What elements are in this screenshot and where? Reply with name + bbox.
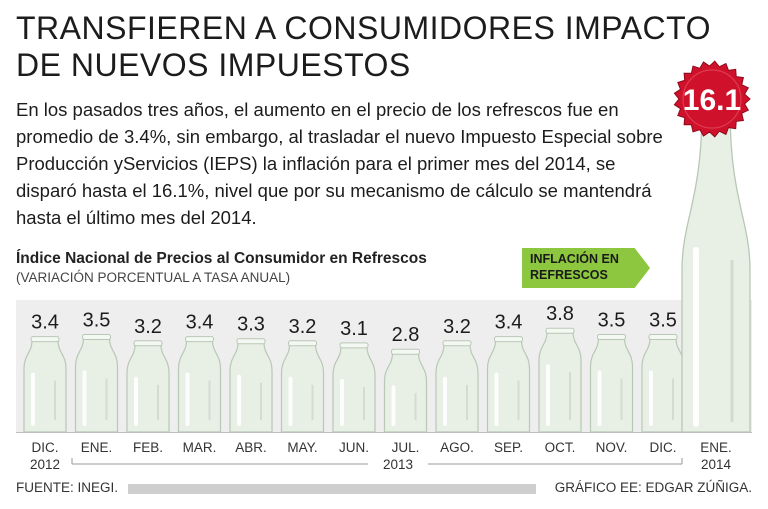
x-tick-label-8: JUL. (392, 440, 420, 455)
x-tick-label-5: ABR. (235, 440, 267, 455)
year-label-2012: 2012 (30, 457, 60, 472)
x-tick-label-12: NOV. (596, 440, 628, 455)
bottle-lip (339, 342, 369, 349)
value-label-1: 3.4 (31, 312, 59, 334)
value-label-12: 3.5 (598, 310, 626, 332)
source-note: FUENTE: INEGI. (16, 480, 119, 495)
x-tick-label-3: FEB. (133, 440, 163, 455)
bottle-shape (23, 340, 67, 433)
value-label-10: 3.4 (495, 312, 523, 334)
bottle-lip (597, 334, 626, 340)
value-label-14: 16.1 (683, 84, 741, 117)
bottle-shape (538, 331, 582, 433)
value-label-3: 3.2 (134, 316, 162, 338)
bottle-shape (177, 340, 222, 433)
bottle-6 (280, 340, 325, 433)
x-tick-label-14: ENE. (700, 440, 732, 455)
chart-title: Índice Nacional de Precios al Consumidor… (16, 250, 427, 267)
value-label-5: 3.3 (237, 314, 265, 336)
bottle-lip (133, 340, 163, 347)
headline: TRANSFIEREN A CONSUMIDORES IMPACTO DE NU… (16, 10, 712, 83)
bottle-lip (545, 327, 575, 334)
bottle-shape (280, 344, 325, 433)
bottle-7 (332, 342, 376, 433)
bottle-13 (641, 334, 685, 433)
bottle-highlighted (673, 60, 751, 433)
bottle-lip (494, 336, 523, 343)
x-tick-label-10: SEP. (494, 440, 523, 455)
year-label-2013: 2013 (383, 457, 413, 472)
intro-paragraph: En los pasados tres años, el aumento en … (16, 99, 663, 228)
x-tick-label-11: OCT. (545, 440, 576, 455)
value-label-8: 2.8 (392, 324, 420, 346)
bottle-shape (486, 340, 531, 433)
x-tick-label-6: MAY. (287, 440, 317, 455)
bottle-lip (30, 336, 60, 343)
bottle-4 (177, 336, 222, 433)
bottle-1 (23, 336, 67, 433)
value-label-7: 3.1 (340, 318, 368, 340)
value-label-2: 3.5 (83, 310, 111, 332)
bottle-shape (589, 337, 634, 433)
bottle-shape (74, 337, 119, 433)
bottle-lip (648, 334, 678, 340)
x-tick-label-1: DIC. (32, 440, 59, 455)
bottle-3 (126, 340, 170, 433)
bottle-9 (435, 340, 479, 433)
graphic-credit: GRÁFICO EE: EDGAR ZÚÑIGA. (554, 480, 752, 495)
x-tick-label-4: MAR. (183, 440, 217, 455)
x-tick-label-13: DIC. (650, 440, 677, 455)
bottle-lip (185, 336, 214, 343)
bottle-lip (391, 348, 420, 355)
bottle-shape (435, 344, 479, 433)
bottle-shape (332, 346, 376, 433)
value-label-9: 3.2 (443, 316, 471, 338)
bottle-8 (383, 348, 428, 433)
bottle-12 (589, 334, 634, 433)
cap-ring (682, 69, 742, 129)
bottle-shape (229, 342, 273, 433)
bottle-lip (442, 340, 472, 347)
bottle-10 (486, 336, 531, 433)
x-tick-label-2: ENE. (81, 440, 113, 455)
bottle-5 (229, 338, 273, 433)
bottle-shape (126, 344, 170, 433)
value-label-6: 3.2 (289, 316, 317, 338)
badge-label: INFLACIÓN EN REFRESCOS (530, 252, 619, 282)
value-label-13: 3.5 (649, 310, 677, 332)
bottle-shape (383, 352, 428, 433)
bottle-2 (74, 334, 119, 433)
value-label-4: 3.4 (186, 312, 214, 334)
badge-arrow-shape (522, 248, 650, 288)
bottle-lip (288, 340, 317, 347)
bottle-cap-icon (673, 60, 751, 138)
bottle-lip (236, 338, 266, 345)
tall-bottle-shape (681, 107, 751, 433)
x-tick-label-7: JUN. (339, 440, 369, 455)
x-tick-label-9: AGO. (440, 440, 474, 455)
value-label-11: 3.8 (546, 303, 574, 325)
chart-subtitle: (VARIACIÓN PORCENTUAL A TASA ANUAL) (16, 270, 291, 285)
bottle-lip (82, 334, 111, 340)
footer-divider-bar (128, 484, 536, 494)
year-label-2014: 2014 (701, 457, 732, 472)
inflation-badge: INFLACIÓN EN REFRESCOS (522, 248, 650, 288)
bottle-shape (641, 337, 685, 433)
bottle-11 (538, 327, 582, 433)
